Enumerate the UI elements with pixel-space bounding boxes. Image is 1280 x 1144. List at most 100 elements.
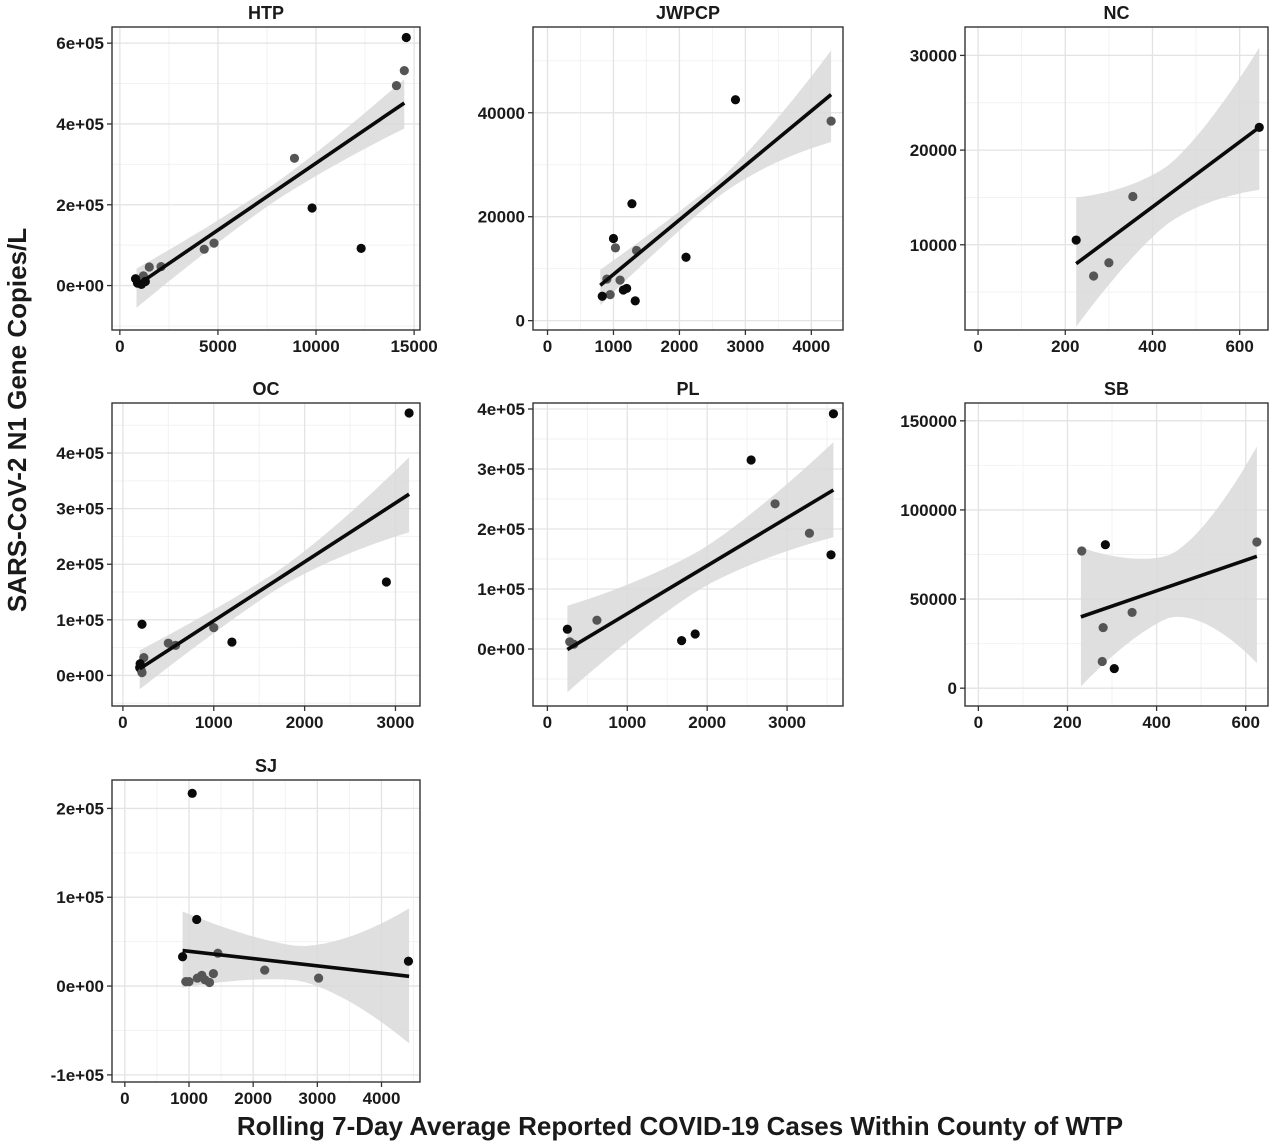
data-point xyxy=(618,285,628,295)
y-tick-label: 0e+00 xyxy=(56,277,104,296)
y-tick-label: 2e+05 xyxy=(56,555,104,574)
panel-htp: 0 5000 10000 15000 0e+00 2e+05 4e+05 6e+05 HTP xyxy=(56,3,438,356)
plot-area xyxy=(562,409,839,693)
data-point xyxy=(608,233,619,244)
confidence-ribbon xyxy=(1076,47,1260,327)
panel-pl: 0 1000 2000 3000 0e+00 1e+05 2e+05 3e+05 4e+05 PL xyxy=(477,379,844,732)
x-tick-label: 1000 xyxy=(195,713,233,732)
y-tick-label: 20000 xyxy=(910,141,957,160)
y-tick-label: 1e+05 xyxy=(477,580,525,599)
data-point xyxy=(227,637,237,647)
y-tick-label: 2e+05 xyxy=(56,196,104,215)
y-tick-label: 30000 xyxy=(910,46,957,65)
panel-background xyxy=(533,27,843,330)
data-point xyxy=(204,977,215,988)
gridlines xyxy=(112,27,420,330)
panel-border xyxy=(964,402,1269,707)
data-point xyxy=(828,409,839,419)
x-tick-label: 0 xyxy=(543,337,552,356)
panel-border xyxy=(111,402,421,707)
y-tick-label: 4e+05 xyxy=(477,400,525,419)
data-point xyxy=(1097,656,1107,667)
panel-oc: 0 1000 2000 3000 0e+00 1e+05 2e+05 3e+05 4e+05 OC xyxy=(56,379,421,732)
data-point xyxy=(597,291,607,301)
panel-border xyxy=(532,26,844,331)
axis-ticks: 0 5000 10000 15000 0e+00 2e+05 4e+05 6e+05 xyxy=(56,34,438,356)
x-tick-label: 4000 xyxy=(363,1089,401,1108)
data-point xyxy=(260,965,270,975)
data-point xyxy=(163,638,173,648)
data-point xyxy=(592,615,602,625)
x-tick-label: 2000 xyxy=(234,1089,272,1108)
x-axis-title: Rolling 7-Day Average Reported COVID-19 … xyxy=(237,1111,1123,1141)
x-tick-label: 0 xyxy=(120,1089,129,1108)
data-point xyxy=(1127,607,1137,618)
x-tick-label: 1000 xyxy=(595,337,633,356)
x-tick-label: 600 xyxy=(1225,337,1253,356)
data-point xyxy=(804,528,815,538)
axis-ticks: 0 1000 2000 3000 0e+00 1e+05 2e+05 3e+05 4e+05 xyxy=(477,400,806,732)
y-tick-label: 4e+05 xyxy=(56,444,104,463)
data-point xyxy=(137,668,147,678)
plot-area xyxy=(135,408,414,690)
data-point xyxy=(391,80,402,91)
x-tick-label: 400 xyxy=(1138,337,1166,356)
gridlines xyxy=(112,403,420,706)
x-tick-label: 3000 xyxy=(768,713,806,732)
data-point xyxy=(401,32,411,43)
panel-title: SJ xyxy=(255,756,277,776)
axis-ticks: 0 1000 2000 3000 0e+00 1e+05 2e+05 3e+05 4e+05 xyxy=(56,444,414,732)
y-tick-label: 0 xyxy=(948,679,957,698)
data-point xyxy=(144,262,154,272)
panel-title: JWPCP xyxy=(656,3,720,23)
y-tick-label: 1e+05 xyxy=(56,888,104,907)
data-point xyxy=(209,623,219,633)
data-point xyxy=(1071,235,1081,245)
data-point xyxy=(826,116,836,126)
y-tick-label: 0 xyxy=(516,312,525,331)
confidence-ribbon xyxy=(600,50,832,306)
y-tick-label: 4e+05 xyxy=(56,115,104,134)
data-point xyxy=(615,275,625,285)
gridlines xyxy=(965,403,1268,706)
x-tick-label: 2000 xyxy=(688,713,726,732)
confidence-ribbon xyxy=(139,457,410,690)
x-tick-label: 200 xyxy=(1053,713,1081,732)
data-point xyxy=(356,243,366,253)
y-tick-label: 2e+05 xyxy=(477,520,525,539)
regression-line xyxy=(1075,125,1261,266)
data-point xyxy=(187,788,197,798)
data-point xyxy=(137,619,147,629)
panel-border xyxy=(111,779,421,1083)
data-point xyxy=(610,243,621,253)
regression-line xyxy=(599,93,833,287)
panel-border xyxy=(111,26,421,331)
y-tick-label: 150000 xyxy=(900,412,957,431)
y-tick-label: 6e+05 xyxy=(56,34,104,53)
data-point xyxy=(1098,622,1108,633)
x-tick-label: 0 xyxy=(543,713,552,732)
panel-title: OC xyxy=(253,379,280,399)
x-tick-label: 0 xyxy=(118,713,127,732)
x-tick-label: 3000 xyxy=(298,1089,336,1108)
data-point xyxy=(1089,271,1099,281)
y-tick-label: 10000 xyxy=(910,236,957,255)
panel-sj: 0 1000 2000 3000 4000 -1e+05 0e+00 1e+05 2e+05 SJ xyxy=(51,756,421,1108)
data-point xyxy=(630,296,640,306)
data-point xyxy=(192,973,202,983)
y-tick-label: 2e+05 xyxy=(56,799,104,818)
x-tick-label: 15000 xyxy=(390,337,437,356)
data-point xyxy=(289,153,300,163)
data-point xyxy=(184,977,194,987)
x-tick-label: 5000 xyxy=(199,337,237,356)
regression-line xyxy=(138,492,411,671)
panel-title: PL xyxy=(676,379,699,399)
y-tick-label: 20000 xyxy=(478,208,525,227)
y-tick-label: 0e+00 xyxy=(477,640,525,659)
data-point xyxy=(403,956,414,966)
y-tick-label: 40000 xyxy=(478,104,525,123)
